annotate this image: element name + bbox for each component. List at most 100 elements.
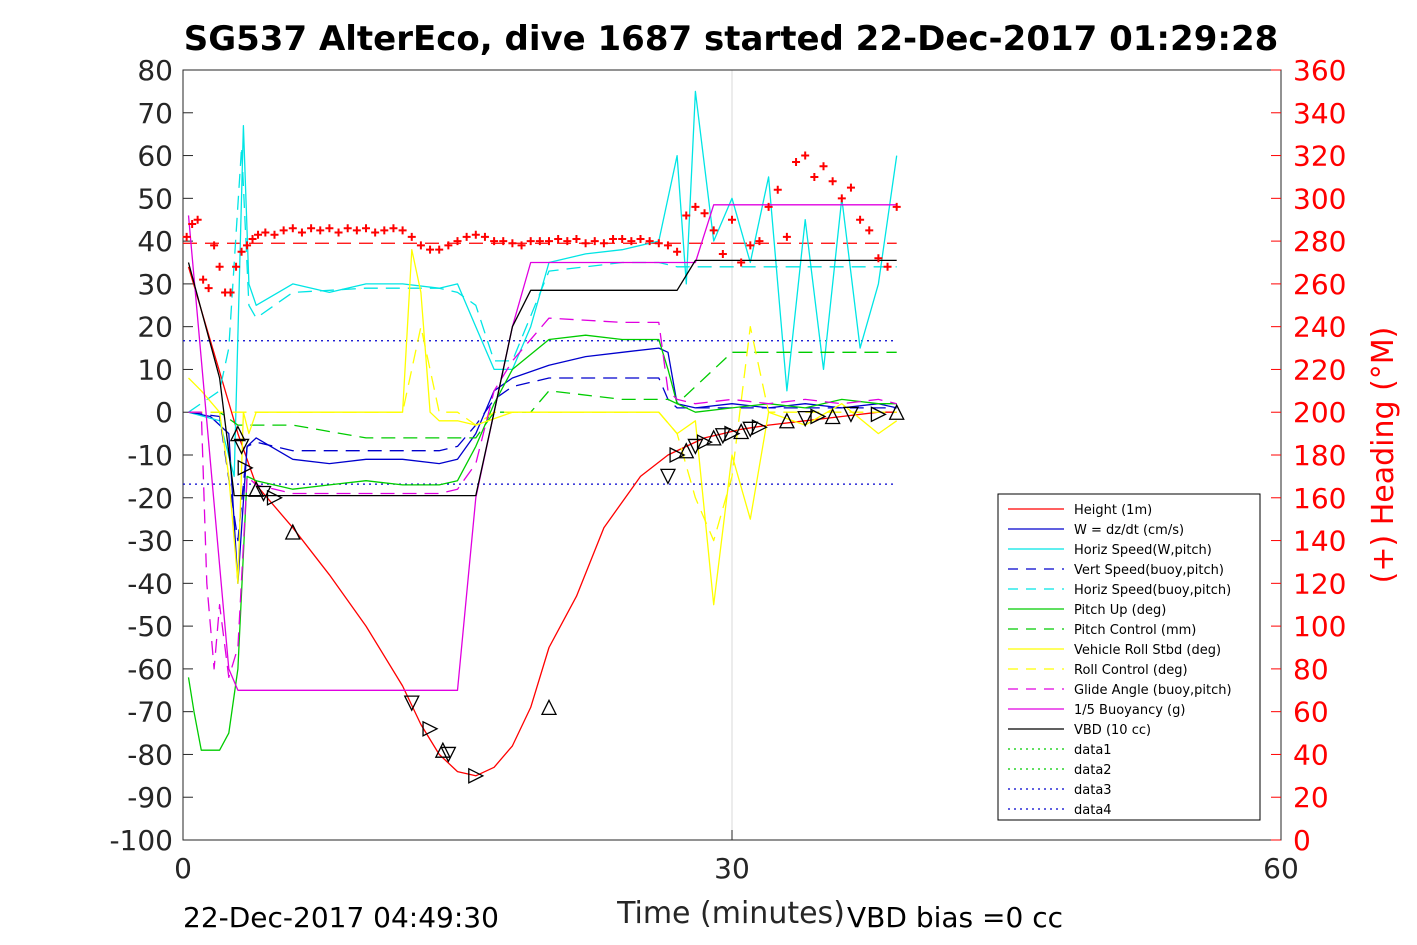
heading-point	[682, 211, 691, 220]
heading-point	[389, 224, 398, 233]
legend-entry-label: Vehicle Roll Stbd (deg)	[1074, 643, 1221, 658]
heading-point	[508, 239, 517, 248]
heading-point	[663, 241, 672, 250]
heading-point	[416, 241, 425, 250]
heading-point	[462, 232, 471, 241]
x-tick-label: 30	[714, 852, 750, 885]
heading-point	[398, 226, 407, 235]
y-left-tick-label: 20	[137, 311, 173, 344]
heading-point	[782, 232, 791, 241]
heading-point	[480, 232, 489, 241]
legend-entry-label: Height (1m)	[1074, 503, 1152, 518]
heading-point	[199, 275, 208, 284]
legend-entry-label: Horiz Speed(W,pitch)	[1074, 543, 1212, 558]
depth-marker	[229, 425, 246, 442]
y-right-tick-label: 80	[1293, 653, 1329, 686]
heading-point	[243, 241, 252, 250]
depth-marker	[233, 438, 250, 455]
y-left-tick-label: -10	[127, 439, 173, 472]
depth-marker	[778, 412, 795, 429]
depth-marker	[266, 489, 283, 506]
heading-point	[254, 230, 263, 239]
depth-marker	[440, 746, 457, 763]
heading-point	[444, 241, 453, 250]
y-left-tick-label: 40	[137, 225, 173, 258]
series-line-vs_buoy	[188, 377, 897, 542]
heading-point	[334, 228, 343, 237]
legend-entry-label: VBD (10 cc)	[1074, 723, 1151, 738]
heading-point	[210, 241, 219, 250]
legend-entry-label: Horiz Speed(buoy,pitch)	[1074, 583, 1231, 598]
y-left-tick-label: -30	[127, 525, 173, 558]
y-right-tick-label: 140	[1293, 525, 1346, 558]
heading-point	[563, 237, 572, 246]
heading-point	[325, 224, 334, 233]
heading-point	[627, 237, 636, 246]
heading-point	[746, 241, 755, 250]
heading-point	[764, 202, 773, 211]
heading-point	[407, 232, 416, 241]
depth-marker	[797, 410, 814, 428]
legend-entry-label: data1	[1074, 743, 1112, 758]
heading-point	[572, 234, 581, 243]
heading-point	[865, 226, 874, 235]
heading-point	[801, 151, 810, 160]
plot-markers	[182, 151, 905, 784]
depth-marker	[468, 767, 485, 784]
heading-point	[453, 237, 462, 246]
depth-marker	[742, 421, 759, 438]
chart-title: SG537 AlterEco, dive 1687 started 22-Dec…	[184, 19, 1279, 59]
series-line-hs_buoy	[188, 146, 897, 413]
axes: 80706050403020100-10-20-30-40-50-60-70-8…	[109, 54, 1346, 885]
y-left-tick-label: -20	[127, 482, 173, 515]
heading-point	[590, 237, 599, 246]
heading-point	[609, 234, 618, 243]
depth-marker	[659, 468, 677, 485]
legend-entry-label: data3	[1074, 783, 1112, 798]
heading-point	[819, 162, 828, 171]
y-right-tick-label: 260	[1293, 268, 1346, 301]
heading-point	[828, 177, 837, 186]
heading-point	[636, 234, 645, 243]
footer-vbd-bias: VBD bias =0 cc	[847, 901, 1063, 934]
y-right-tick-label: 20	[1293, 781, 1329, 814]
depth-marker	[824, 408, 841, 425]
heading-point	[188, 220, 197, 228]
depth-marker	[284, 523, 301, 540]
y-left-tick-label: 80	[137, 54, 173, 87]
heading-point	[426, 245, 435, 254]
heading-point	[471, 230, 480, 239]
heading-point	[792, 157, 801, 166]
depth-marker	[403, 695, 420, 712]
x-tick-label: 60	[1263, 852, 1299, 885]
depth-marker	[422, 720, 439, 737]
legend-entry-label: data4	[1074, 803, 1112, 818]
x-axis-label: Time (minutes)	[616, 896, 845, 931]
heading-point	[215, 262, 224, 271]
legend-entry-label: Vert Speed(buoy,pitch)	[1074, 563, 1224, 578]
heading-point	[248, 234, 257, 243]
heading-point	[343, 224, 352, 233]
heading-point	[645, 237, 654, 246]
plot-series	[183, 90, 898, 777]
depth-marker	[705, 429, 722, 446]
y-right-tick-label: 60	[1293, 696, 1329, 729]
legend-entry-label: 1/5 Buoyancy (g)	[1074, 703, 1185, 718]
heading-point	[371, 228, 380, 237]
series-line-vbd	[187, 259, 897, 497]
heading-point	[700, 209, 709, 218]
heading-point	[307, 224, 316, 233]
y-left-tick-label: -50	[127, 610, 173, 643]
legend-entry-label: Glide Angle (buoy,pitch)	[1074, 683, 1232, 698]
depth-marker	[724, 425, 741, 442]
heading-point	[279, 226, 288, 235]
heading-point	[618, 234, 627, 243]
heading-point	[316, 226, 325, 235]
y-left-tick-label: -90	[127, 781, 173, 814]
depth-marker	[687, 438, 704, 455]
y-right-tick-label: 40	[1293, 738, 1329, 771]
heading-point	[517, 241, 526, 250]
heading-point	[892, 202, 901, 211]
legend-entry-label: Pitch Up (deg)	[1074, 603, 1166, 618]
heading-point	[261, 228, 270, 237]
